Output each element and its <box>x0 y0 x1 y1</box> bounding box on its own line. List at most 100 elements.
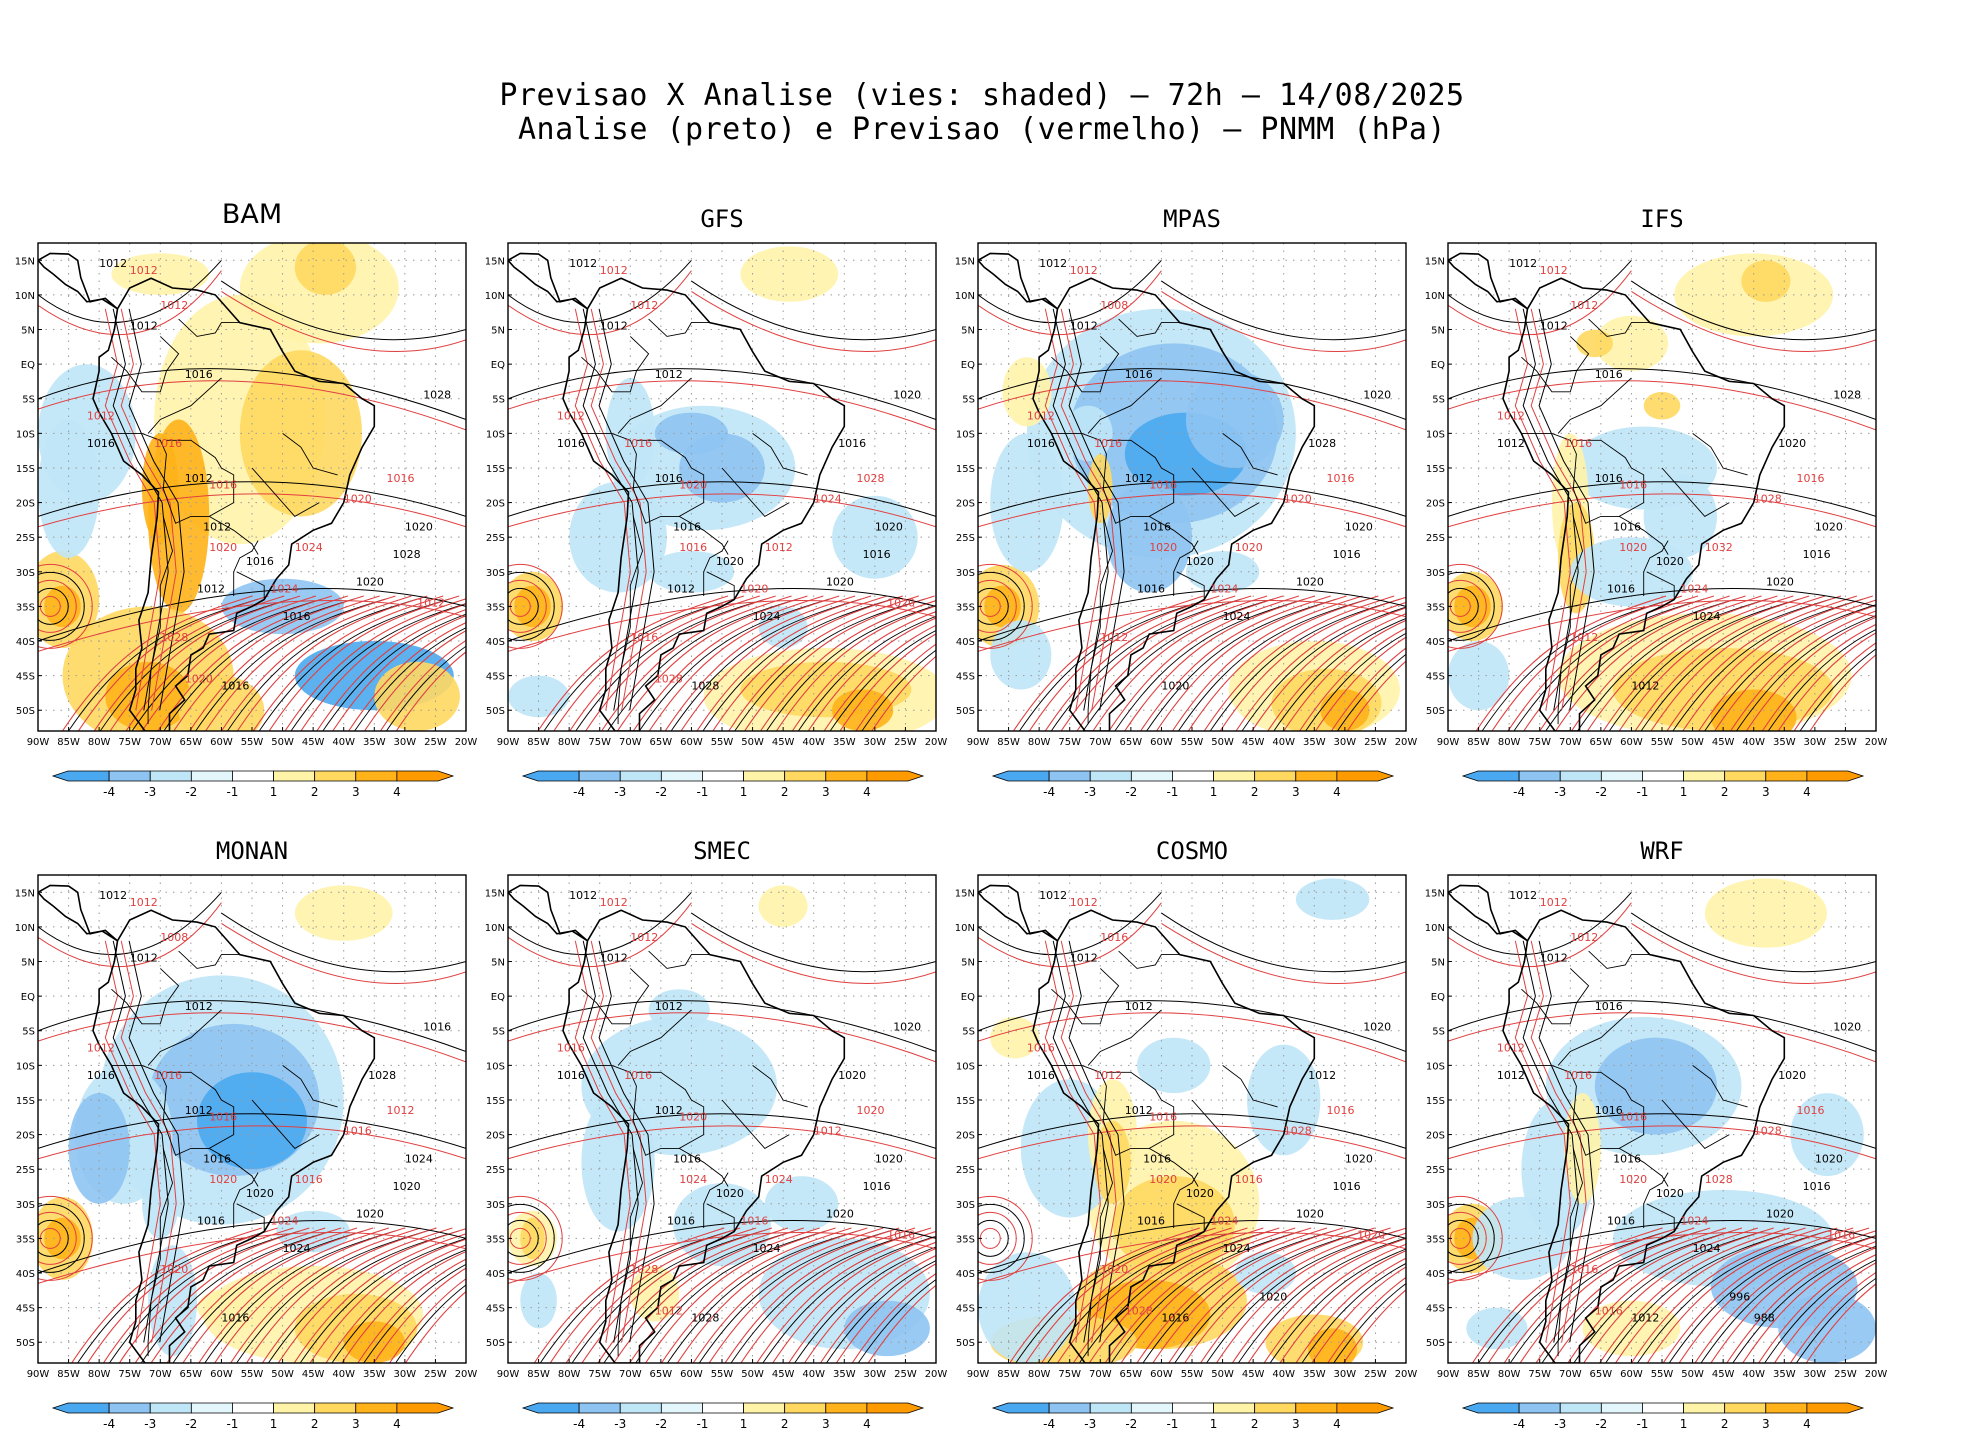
colorbar-label: 2 <box>1721 785 1729 799</box>
bias-shading <box>294 243 356 295</box>
analysis-contour-label: 1020 <box>875 520 903 533</box>
forecast-contour-label: 1016 <box>1094 437 1122 450</box>
analysis-contour-label: 1016 <box>87 1069 115 1082</box>
lat-tick-label: 15S <box>1426 464 1445 475</box>
colorbar-swatch <box>149 770 192 782</box>
colorbar-label: 4 <box>1803 1417 1811 1431</box>
colorbar: -4 -3 -2 -1 1 2 3 4 <box>51 1402 455 1431</box>
analysis-contour-label: 1020 <box>838 1069 866 1082</box>
colorbar-swatch <box>1213 770 1256 782</box>
colorbar-label: 4 <box>1333 785 1341 799</box>
colorbar: -4 -3 -2 -1 1 2 3 4 <box>1461 1402 1865 1431</box>
forecast-contour-label: 1020 <box>185 673 213 686</box>
lon-tick-label: 50W <box>1681 737 1704 748</box>
lat-tick-label: 5S <box>962 1027 975 1038</box>
analysis-contour-label: 1012 <box>569 889 597 902</box>
colorbar-label: -4 <box>1513 1417 1525 1431</box>
analysis-contour-label: 1016 <box>673 520 701 533</box>
lat-tick-label: 50S <box>1426 1338 1445 1349</box>
lon-tick-label: 25W <box>1834 1369 1857 1380</box>
coastline <box>1485 838 1540 855</box>
forecast-contour-label: 1016 <box>679 541 707 554</box>
forecast-contour-label: 1012 <box>1027 410 1055 423</box>
forecast-contour-label: 1020 <box>1284 493 1312 506</box>
bias-shading <box>1308 1328 1358 1363</box>
colorbar-swatch <box>1559 770 1602 782</box>
lon-tick-label: 85W <box>527 737 550 748</box>
lon-tick-label: 40W <box>802 1369 825 1380</box>
analysis-contour-label: 1012 <box>185 1104 213 1117</box>
bias-shading <box>178 675 265 731</box>
forecast-contour-label: 1012 <box>1070 264 1098 277</box>
colorbar-label: 2 <box>1251 1417 1259 1431</box>
lon-tick-label: 90W <box>497 1369 520 1380</box>
lat-tick-label: EQ <box>491 360 505 371</box>
colorbar-label: 2 <box>781 785 789 799</box>
forecast-contour-label: 1016 <box>1235 1173 1263 1186</box>
coastline <box>545 206 600 223</box>
forecast-contour-label: 1024 <box>814 493 842 506</box>
forecast-contour-label: 1016 <box>1327 472 1355 485</box>
bias-shading <box>514 585 551 628</box>
forecast-contour-label: 1016 <box>209 1111 237 1124</box>
analysis-contour-label: 1012 <box>99 889 127 902</box>
forecast-contour-label: 1012 <box>1100 631 1128 644</box>
colorbar-label: -1 <box>696 785 708 799</box>
lon-tick-label: 25W <box>1364 1369 1387 1380</box>
lon-tick-label: 25W <box>424 737 447 748</box>
bias-shading <box>508 675 570 718</box>
lon-tick-label: 80W <box>558 737 581 748</box>
forecast-contour-label: 1020 <box>209 1173 237 1186</box>
map-panel-ifs: 1012101210161012101610161016102010241020… <box>1425 242 1887 799</box>
colorbar-swatch <box>1048 1402 1091 1414</box>
analysis-contour-label: 1020 <box>1766 1208 1794 1221</box>
colorbar-label: -2 <box>1125 785 1137 799</box>
lat-tick-label: 5N <box>491 958 505 969</box>
forecast-contour-label: 1016 <box>1797 1104 1825 1117</box>
lat-tick-label: 35S <box>16 602 35 613</box>
lon-tick-label: 70W <box>1089 1369 1112 1380</box>
lon-tick-label: 45W <box>302 1369 325 1380</box>
forecast-contour-label: 1016 <box>1100 931 1128 944</box>
analysis-contour-label: 1020 <box>1186 1187 1214 1200</box>
forecast-contour-label: 1020 <box>1149 541 1177 554</box>
lon-tick-label: 60W <box>680 737 703 748</box>
analysis-contour-label: 1016 <box>1595 1000 1623 1013</box>
colorbar-swatch <box>1254 1402 1297 1414</box>
map-panel-bam: 1012101210161016101210121012101610161020… <box>15 242 477 799</box>
lat-tick-label: 50S <box>956 706 975 717</box>
lon-tick-label: 90W <box>497 737 520 748</box>
analysis-contour-label: 1016 <box>667 1215 695 1228</box>
forecast-contour-label: 1016 <box>1327 1104 1355 1117</box>
colorbar-label: -3 <box>1084 785 1096 799</box>
lon-tick-label: 45W <box>1242 1369 1265 1380</box>
lon-tick-label: 40W <box>1272 737 1295 748</box>
colorbar-label: -1 <box>1166 785 1178 799</box>
lat-tick-label: 15N <box>955 256 975 267</box>
analysis-contour-label: 1020 <box>875 1152 903 1165</box>
lat-tick-label: 40S <box>1426 637 1445 648</box>
lon-tick-label: 65W <box>1120 1369 1143 1380</box>
bias-shading <box>1454 585 1491 628</box>
analysis-contour-label: 1024 <box>1693 1242 1721 1255</box>
coastline <box>1448 252 1529 310</box>
forecast-contour-label: 1028 <box>630 1263 658 1276</box>
lat-tick-label: 10S <box>1426 1061 1445 1072</box>
forecast-contour-label: 1012 <box>87 410 115 423</box>
analysis-contour-label: 1020 <box>1345 1152 1373 1165</box>
lat-tick-label: 50S <box>1426 706 1445 717</box>
analysis-contour-label: 1020 <box>393 1180 421 1193</box>
analysis-contour-label: 1020 <box>1345 520 1373 533</box>
colorbar-label: -3 <box>144 1417 156 1431</box>
colorbar-swatch <box>396 770 455 782</box>
lat-tick-label: 10N <box>955 291 975 302</box>
colorbar-label: 4 <box>1803 785 1811 799</box>
lon-tick-label: 45W <box>1712 737 1735 748</box>
lon-tick-label: 80W <box>1028 1369 1051 1380</box>
colorbar: -4 -3 -2 -1 1 2 3 4 <box>991 1402 1395 1431</box>
lat-tick-label: 10S <box>956 1061 975 1072</box>
coastline <box>508 252 589 310</box>
colorbar-swatch <box>1600 770 1643 782</box>
lon-tick-label: 75W <box>118 1369 141 1380</box>
coastline <box>562 909 846 1363</box>
